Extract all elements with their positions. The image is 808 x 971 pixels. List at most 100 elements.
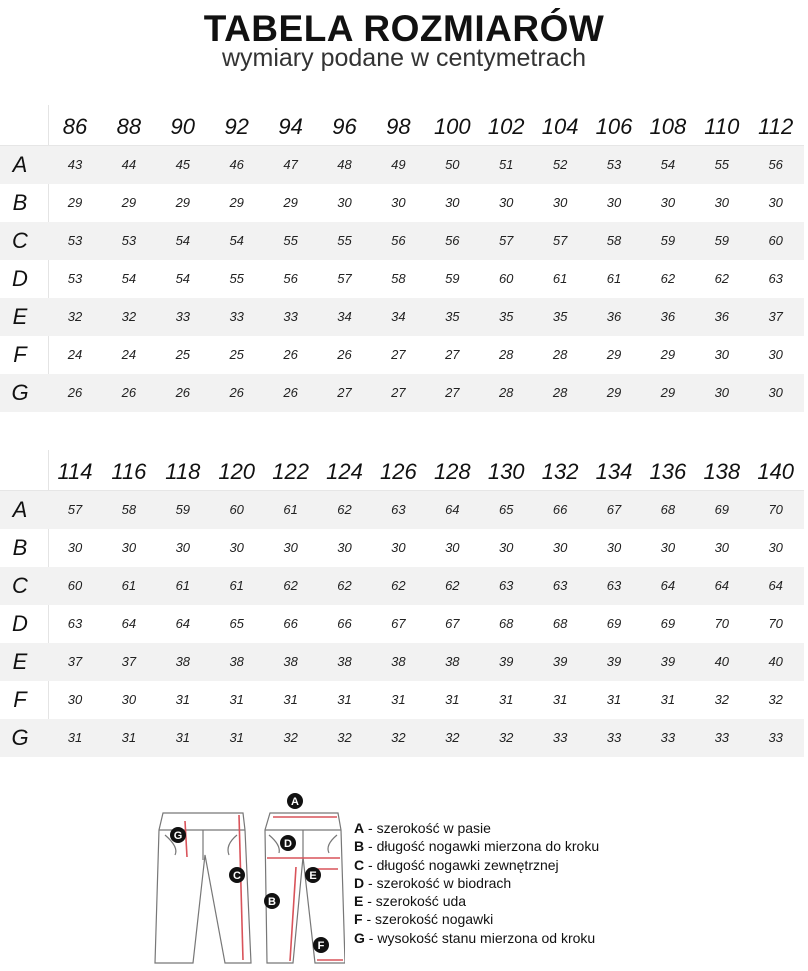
table-cell: 40 (714, 654, 730, 669)
table-cell: 55 (337, 233, 352, 248)
table-cell: 60 (498, 271, 514, 286)
marker-g-icon: G (170, 827, 186, 843)
measurement-row: A 43 44 45 46 47 48 49 50 51 52 53 54 55 56 (0, 146, 804, 184)
table-cell: 25 (175, 347, 191, 362)
table-cell: 31 (660, 692, 676, 707)
page-subtitle: wymiary podane w centymetrach (221, 44, 587, 72)
table-cell: 27 (445, 347, 460, 362)
table-cell: 53 (606, 157, 622, 172)
table-cell: 32 (498, 730, 514, 745)
row-label: F (13, 687, 27, 712)
legend-item-d: D - szerokość w biodrach (354, 874, 512, 891)
table-cell: 69 (606, 616, 622, 631)
table-cell: 58 (121, 502, 137, 517)
pants-measurement-diagram: A D E B F G C (154, 793, 345, 964)
table-cell: 26 (337, 347, 352, 362)
table-cell: 69 (660, 616, 676, 631)
measurement-row: C 60 61 61 61 62 62 62 62 63 63 63 64 64 64 (0, 567, 804, 605)
table-cell: 26 (229, 385, 244, 400)
table-cell: 44 (121, 157, 137, 172)
size-header: 110 (704, 114, 740, 139)
table-cell: 30 (714, 385, 730, 400)
table-cell: 26 (283, 385, 298, 400)
table-cell: 32 (337, 730, 352, 745)
size-table-2: 114 116 118 120 122 124 126 128 130 132 134 136 138 1… (0, 450, 804, 757)
table-cell: 28 (552, 347, 568, 362)
table-cell: 33 (660, 730, 676, 745)
table-cell: 60 (768, 233, 783, 248)
size-header: 128 (433, 459, 471, 484)
row-label: C (12, 573, 28, 598)
table-cell: 70 (714, 616, 730, 631)
table-cell: 53 (67, 271, 83, 286)
table-cell: 33 (606, 730, 622, 745)
table-cell: 26 (121, 385, 137, 400)
marker-b-icon: B (264, 893, 280, 909)
table-cell: 31 (175, 730, 191, 745)
table-cell: 27 (337, 385, 352, 400)
size-header: 96 (332, 114, 357, 139)
table-cell: 67 (445, 616, 460, 631)
table-cell: 57 (67, 502, 83, 517)
row-label: A (12, 152, 28, 177)
legend-item-e: E - szerokość uda (354, 893, 467, 910)
measurement-row: C 53 53 54 54 55 55 56 56 57 57 58 59 59 60 (0, 222, 804, 260)
table-cell: 59 (660, 233, 676, 248)
table-cell: 49 (391, 157, 406, 172)
table-cell: 66 (337, 616, 352, 631)
table-cell: 56 (391, 233, 406, 248)
table-cell: 67 (391, 616, 406, 631)
table-cell: 33 (175, 309, 191, 324)
size-header: 102 (487, 114, 525, 139)
table-cell: 35 (498, 309, 514, 324)
measurement-row: E 37 37 38 38 38 38 38 38 39 39 39 39 40 40 (0, 643, 804, 681)
measurement-row: D 53 54 54 55 56 57 58 59 60 61 61 62 62 63 (0, 260, 804, 298)
table-cell: 39 (606, 654, 622, 669)
table-cell: 68 (660, 502, 676, 517)
table-cell: 28 (498, 347, 514, 362)
table-cell: 59 (175, 502, 191, 517)
table-cell: 62 (660, 271, 676, 286)
table-cell: 40 (768, 654, 783, 669)
table-cell: 34 (337, 309, 352, 324)
row-label: B (12, 535, 28, 560)
table-cell: 64 (660, 578, 676, 593)
table-cell: 32 (445, 730, 460, 745)
table-cell: 63 (67, 616, 83, 631)
legend-item-a: A - szerokość w pasie (354, 820, 491, 836)
table-cell: 30 (121, 692, 137, 707)
table-cell: 32 (67, 309, 83, 324)
table-cell: 29 (229, 195, 244, 210)
page-title: TABELA ROZMIARÓW (203, 8, 605, 49)
table-cell: 28 (552, 385, 568, 400)
table-cell: 37 (121, 654, 137, 669)
table-cell: 27 (445, 385, 460, 400)
table-cell: 38 (283, 654, 298, 669)
table-cell: 30 (768, 540, 783, 555)
table-cell: 62 (714, 271, 730, 286)
table-cell: 30 (714, 347, 730, 362)
svg-text:B: B (268, 896, 276, 908)
size-header: 108 (649, 114, 687, 139)
table-cell: 24 (121, 347, 137, 362)
table-cell: 38 (391, 654, 406, 669)
size-header: 114 (57, 459, 93, 484)
table-cell: 31 (337, 692, 352, 707)
table-cell: 60 (229, 502, 244, 517)
table-cell: 48 (337, 157, 352, 172)
measurement-legend: A - szerokość w pasie B - długość nogawk… (354, 819, 599, 947)
table-cell: 45 (175, 157, 191, 172)
table-cell: 29 (606, 347, 622, 362)
table-cell: 50 (445, 157, 460, 172)
table-cell: 30 (768, 347, 783, 362)
svg-text:C: C (233, 870, 241, 882)
measurement-arrows (184, 814, 343, 962)
table-cell: 64 (445, 502, 460, 517)
table-cell: 66 (283, 616, 298, 631)
size-header: 118 (165, 459, 201, 484)
table-cell: 29 (660, 385, 676, 400)
table-cell: 24 (67, 347, 83, 362)
measurement-row: F 30 30 31 31 31 31 31 31 31 31 31 31 32 32 (0, 681, 804, 719)
table-cell: 53 (121, 233, 137, 248)
table-cell: 52 (552, 157, 568, 172)
